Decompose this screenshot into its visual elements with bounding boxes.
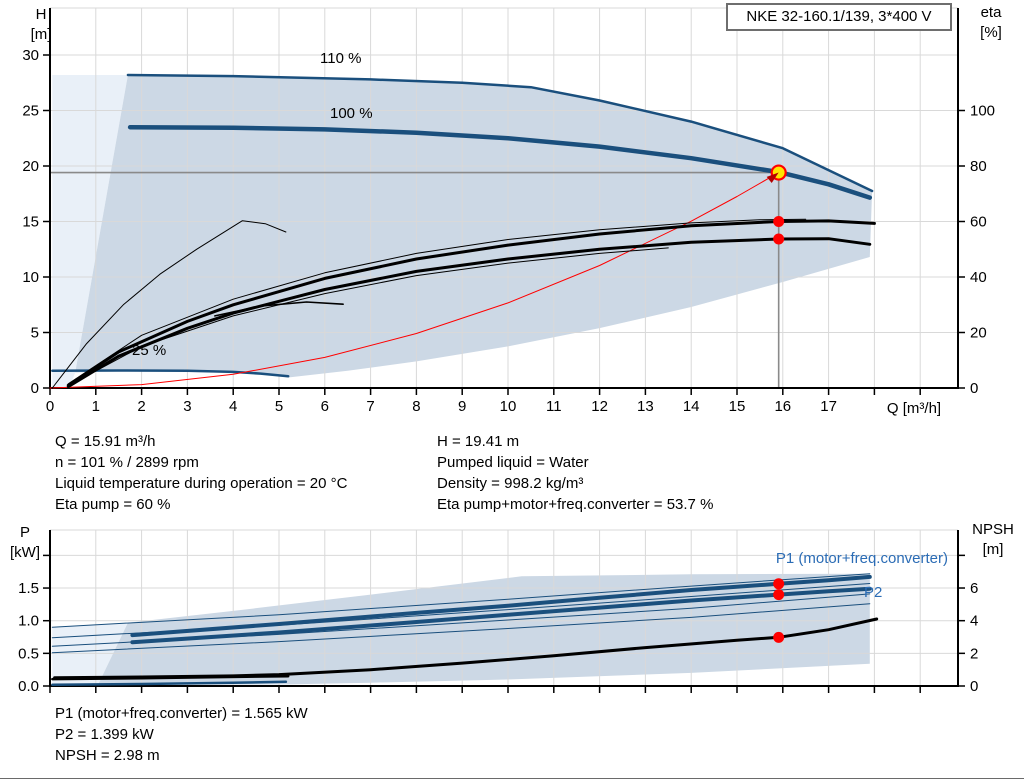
speed-100-label: 100 % [330,105,373,122]
svg-text:30: 30 [22,47,39,64]
svg-text:20: 20 [970,325,987,342]
svg-text:15: 15 [22,214,39,231]
p1-110pct-thin [51,573,871,628]
head-curve-25pct [51,369,290,378]
p2-100pct-thin [51,603,871,654]
p2-curve-label: P2 [864,584,883,601]
h-axis-title: H [35,6,47,23]
svg-text:100: 100 [970,103,995,120]
svg-text:2: 2 [970,645,978,662]
eta-total-curve [66,237,872,389]
p2-duty-curve [130,586,872,645]
result-npsh: NPSH = 2.98 m [55,747,160,764]
head-curve-110pct [126,73,874,193]
svg-text:7: 7 [366,398,374,415]
svg-text:1.5: 1.5 [18,580,39,597]
speed-25-label: 25 % [132,342,167,359]
eta-thin-upper [67,218,807,385]
p2-25pct-segment [51,680,288,686]
p1-duty-dot[interactable] [773,578,785,590]
svg-text:5: 5 [275,398,283,415]
svg-text:5: 5 [31,325,39,342]
svg-text:40: 40 [970,269,987,286]
svg-text:2: 2 [137,398,145,415]
result-q: Q = 15.91 m³/h [55,433,156,450]
p1-curve-label: P1 (motor+freq.converter) [775,550,948,567]
result-eta-total: Eta pump+motor+freq.converter = 53.7 % [437,496,714,513]
svg-text:25: 25 [22,103,39,120]
q-axis-title: Q [m³/h] [886,400,942,417]
svg-text:3: 3 [183,398,191,415]
pump-model-title: NKE 32-160.1/139, 3*400 V [726,3,952,31]
h-axis-unit: [m] [30,26,52,43]
p2-duty-dot[interactable] [773,589,785,601]
npsh-duty-dot[interactable] [773,631,785,643]
svg-text:16: 16 [774,398,791,415]
p1-duty-curve [130,574,872,638]
result-h: H = 19.41 m [437,433,520,450]
eta-curve-25pct [51,220,287,389]
eta-total-duty-dot[interactable] [773,233,785,245]
result-p1: P1 (motor+freq.converter) = 1.565 kW [55,705,308,722]
svg-text:13: 13 [637,398,654,415]
svg-text:80: 80 [970,158,987,175]
svg-text:6: 6 [970,580,978,597]
svg-text:17: 17 [820,398,837,415]
npsh-curve [53,617,879,680]
result-liquid: Pumped liquid = Water [437,454,589,471]
svg-text:15: 15 [729,398,746,415]
result-n: n = 101 % / 2899 rpm [55,454,199,471]
svg-text:8: 8 [412,398,420,415]
svg-text:10: 10 [500,398,517,415]
head-curve-100pct [127,124,873,200]
duty-results-left: Q = 15.91 m³/h n = 101 % / 2899 rpm Liqu… [55,431,347,515]
npsh-axis-unit: [m] [982,541,1004,558]
svg-text:0: 0 [970,380,978,397]
p-axis-title: P [19,524,30,541]
duty-arrowhead [766,172,779,184]
svg-text:4: 4 [970,613,978,630]
svg-text:10: 10 [22,269,39,286]
result-density: Density = 998.2 kg/m³ [437,475,584,492]
bottom-separator [0,778,1024,779]
svg-text:0: 0 [46,398,54,415]
svg-text:14: 14 [683,398,700,415]
svg-text:11: 11 [546,398,562,415]
svg-text:60: 60 [970,214,987,231]
speed-110-label: 110 % [320,50,362,67]
eta-axis-title: eta [980,4,1002,21]
p-axis-unit: [kW] [10,544,40,561]
svg-text:0: 0 [31,380,39,397]
eta-pump-duty-dot[interactable] [773,216,785,227]
svg-text:1: 1 [92,398,100,415]
duty-results-power: P1 (motor+freq.converter) = 1.565 kW P2 … [55,703,308,766]
result-p2: P2 = 1.399 kW [55,726,154,743]
svg-text:9: 9 [458,398,466,415]
result-eta-pump: Eta pump = 60 % [55,496,171,513]
npsh-axis-title: NPSH [972,521,1014,538]
svg-text:6: 6 [321,398,329,415]
duty-results-right: H = 19.41 m Pumped liquid = Water Densit… [437,431,713,515]
svg-text:0: 0 [970,678,978,695]
svg-text:20: 20 [22,158,39,175]
operating-envelope-light [52,75,128,388]
svg-text:0.5: 0.5 [18,645,39,662]
eta-pump-curve [66,219,876,387]
svg-text:1.0: 1.0 [18,613,39,630]
svg-text:4: 4 [229,398,237,415]
eta-axis-unit: [%] [980,24,1002,41]
svg-text:0.0: 0.0 [18,678,39,695]
pump-model-label: NKE 32-160.1/139, 3*400 V [746,8,932,25]
svg-text:12: 12 [591,398,608,415]
system-curve [49,172,780,389]
result-temp: Liquid temperature during operation = 20… [55,475,348,492]
